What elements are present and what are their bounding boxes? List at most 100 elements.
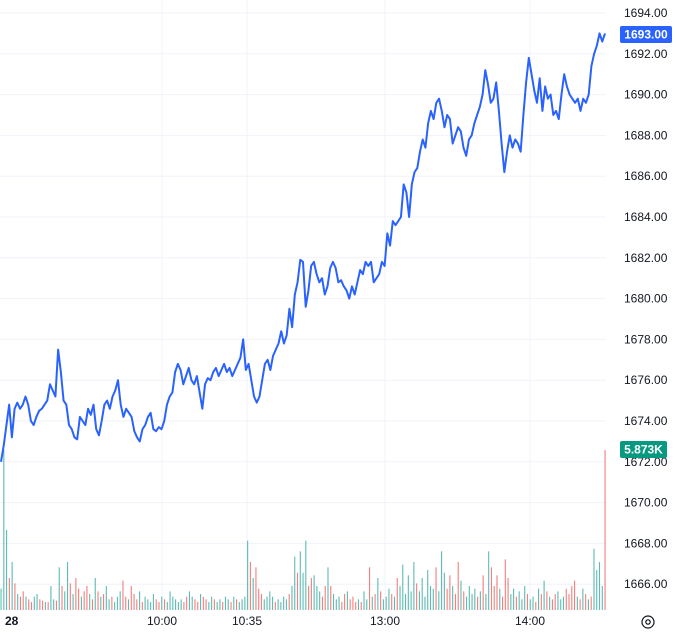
- volume-bar: [382, 599, 384, 610]
- volume-bar: [488, 551, 490, 610]
- volume-bar: [0, 588, 2, 610]
- volume-bar: [579, 599, 581, 610]
- settings-gear-icon[interactable]: [641, 615, 655, 629]
- volume-bar: [435, 567, 437, 610]
- volume-bar: [224, 596, 227, 610]
- volume-bar: [562, 596, 565, 610]
- volume-bar: [526, 594, 529, 610]
- price-tick-label: 1686.00: [624, 169, 668, 183]
- volume-bar: [163, 599, 166, 610]
- volume-bar: [504, 559, 506, 610]
- volume-bar: [91, 599, 94, 610]
- volume-bar: [28, 599, 30, 610]
- volume-bar: [172, 596, 174, 610]
- price-tick-label: 1666.00: [624, 577, 668, 591]
- volume-bar: [75, 578, 77, 610]
- volume-bar: [244, 596, 246, 610]
- volume-bar: [61, 586, 63, 610]
- volume-bar: [144, 596, 146, 610]
- volume-bar: [410, 591, 412, 610]
- volume-bar: [127, 599, 130, 610]
- price-tick-label: 1678.00: [624, 332, 668, 346]
- volume-bar: [266, 596, 268, 610]
- volume-bar: [14, 583, 16, 610]
- volume-bar: [216, 602, 218, 610]
- volume-bar: [183, 602, 185, 610]
- volume-bar: [587, 599, 589, 610]
- volume-bar: [565, 588, 567, 610]
- volume-bar: [490, 567, 492, 610]
- volume-bar: [369, 567, 371, 610]
- volume-bar: [208, 602, 210, 610]
- volume-bar: [280, 602, 282, 610]
- volume-bar: [330, 586, 332, 610]
- volume-bar: [399, 586, 401, 610]
- price-tick-label: 1672.00: [624, 455, 668, 469]
- volume-bar: [596, 570, 598, 610]
- volume-bar: [513, 588, 515, 610]
- volume-bar: [255, 567, 257, 610]
- volume-bar: [263, 599, 265, 610]
- volume-bar: [463, 591, 465, 610]
- volume-bar: [571, 586, 573, 610]
- volume-bar: [55, 600, 58, 610]
- volume-bar: [141, 602, 143, 610]
- volume-bar: [429, 586, 432, 610]
- volume-bar: [211, 596, 213, 610]
- volume-bar: [230, 602, 232, 610]
- volume-bar: [468, 586, 470, 610]
- price-line: [0, 32, 606, 462]
- volume-bar: [291, 586, 293, 610]
- volume-bar: [53, 599, 55, 610]
- volume-bar: [100, 596, 102, 610]
- price-tick-label: 1692.00: [624, 47, 668, 61]
- volume-bar: [305, 540, 307, 610]
- volume-bar: [272, 596, 274, 610]
- volume-bar: [416, 583, 418, 610]
- volume-bar: [366, 599, 368, 610]
- last-volume-badge: 5.873K: [620, 441, 667, 458]
- volume-bar: [67, 562, 69, 610]
- volume-bar: [288, 594, 290, 610]
- volume-bar: [285, 599, 287, 610]
- volume-bar: [252, 578, 254, 610]
- volume-bar: [158, 602, 160, 610]
- price-tick-label: 1694.00: [624, 6, 668, 20]
- volume-bar: [116, 596, 118, 610]
- volume-bar: [454, 594, 456, 610]
- volume-bar: [524, 586, 526, 610]
- volume-bar: [344, 594, 346, 610]
- volume-bar: [80, 596, 82, 610]
- volume-bar: [515, 596, 517, 610]
- volume-bar: [443, 572, 445, 610]
- volume-bar: [452, 586, 454, 610]
- volume-bar: [357, 599, 360, 610]
- volume-bar: [175, 599, 177, 610]
- volume-bar: [532, 596, 534, 610]
- volume-bar: [161, 596, 163, 610]
- time-axis[interactable]: 28 10:00 10:35 13:00 14:00: [5, 614, 545, 628]
- volume-bar: [324, 586, 326, 610]
- volume-bar: [139, 591, 141, 610]
- volume-bar: [604, 450, 606, 610]
- volume-bar: [521, 599, 523, 610]
- volume-bar: [321, 596, 323, 610]
- volume-bar: [338, 596, 340, 610]
- volume-bar: [308, 586, 310, 610]
- price-axis[interactable]: 1694.00 1692.00 1690.00 1688.00 1686.00 1684.…: [624, 6, 668, 591]
- volume-bar: [540, 594, 542, 610]
- volume-bar: [8, 578, 10, 610]
- volume-bar: [413, 562, 415, 610]
- volume-bar: [313, 575, 315, 610]
- volume-bar: [188, 591, 190, 610]
- volume-bar: [360, 602, 362, 610]
- volume-bar: [335, 599, 337, 610]
- volume-bar: [125, 596, 127, 610]
- volume-bar: [233, 596, 235, 610]
- time-tick-label: 13:00: [370, 614, 400, 628]
- volume-bar: [249, 562, 251, 610]
- volume-bar: [186, 596, 188, 610]
- volume-bar: [549, 596, 551, 610]
- volume-bar: [296, 572, 299, 610]
